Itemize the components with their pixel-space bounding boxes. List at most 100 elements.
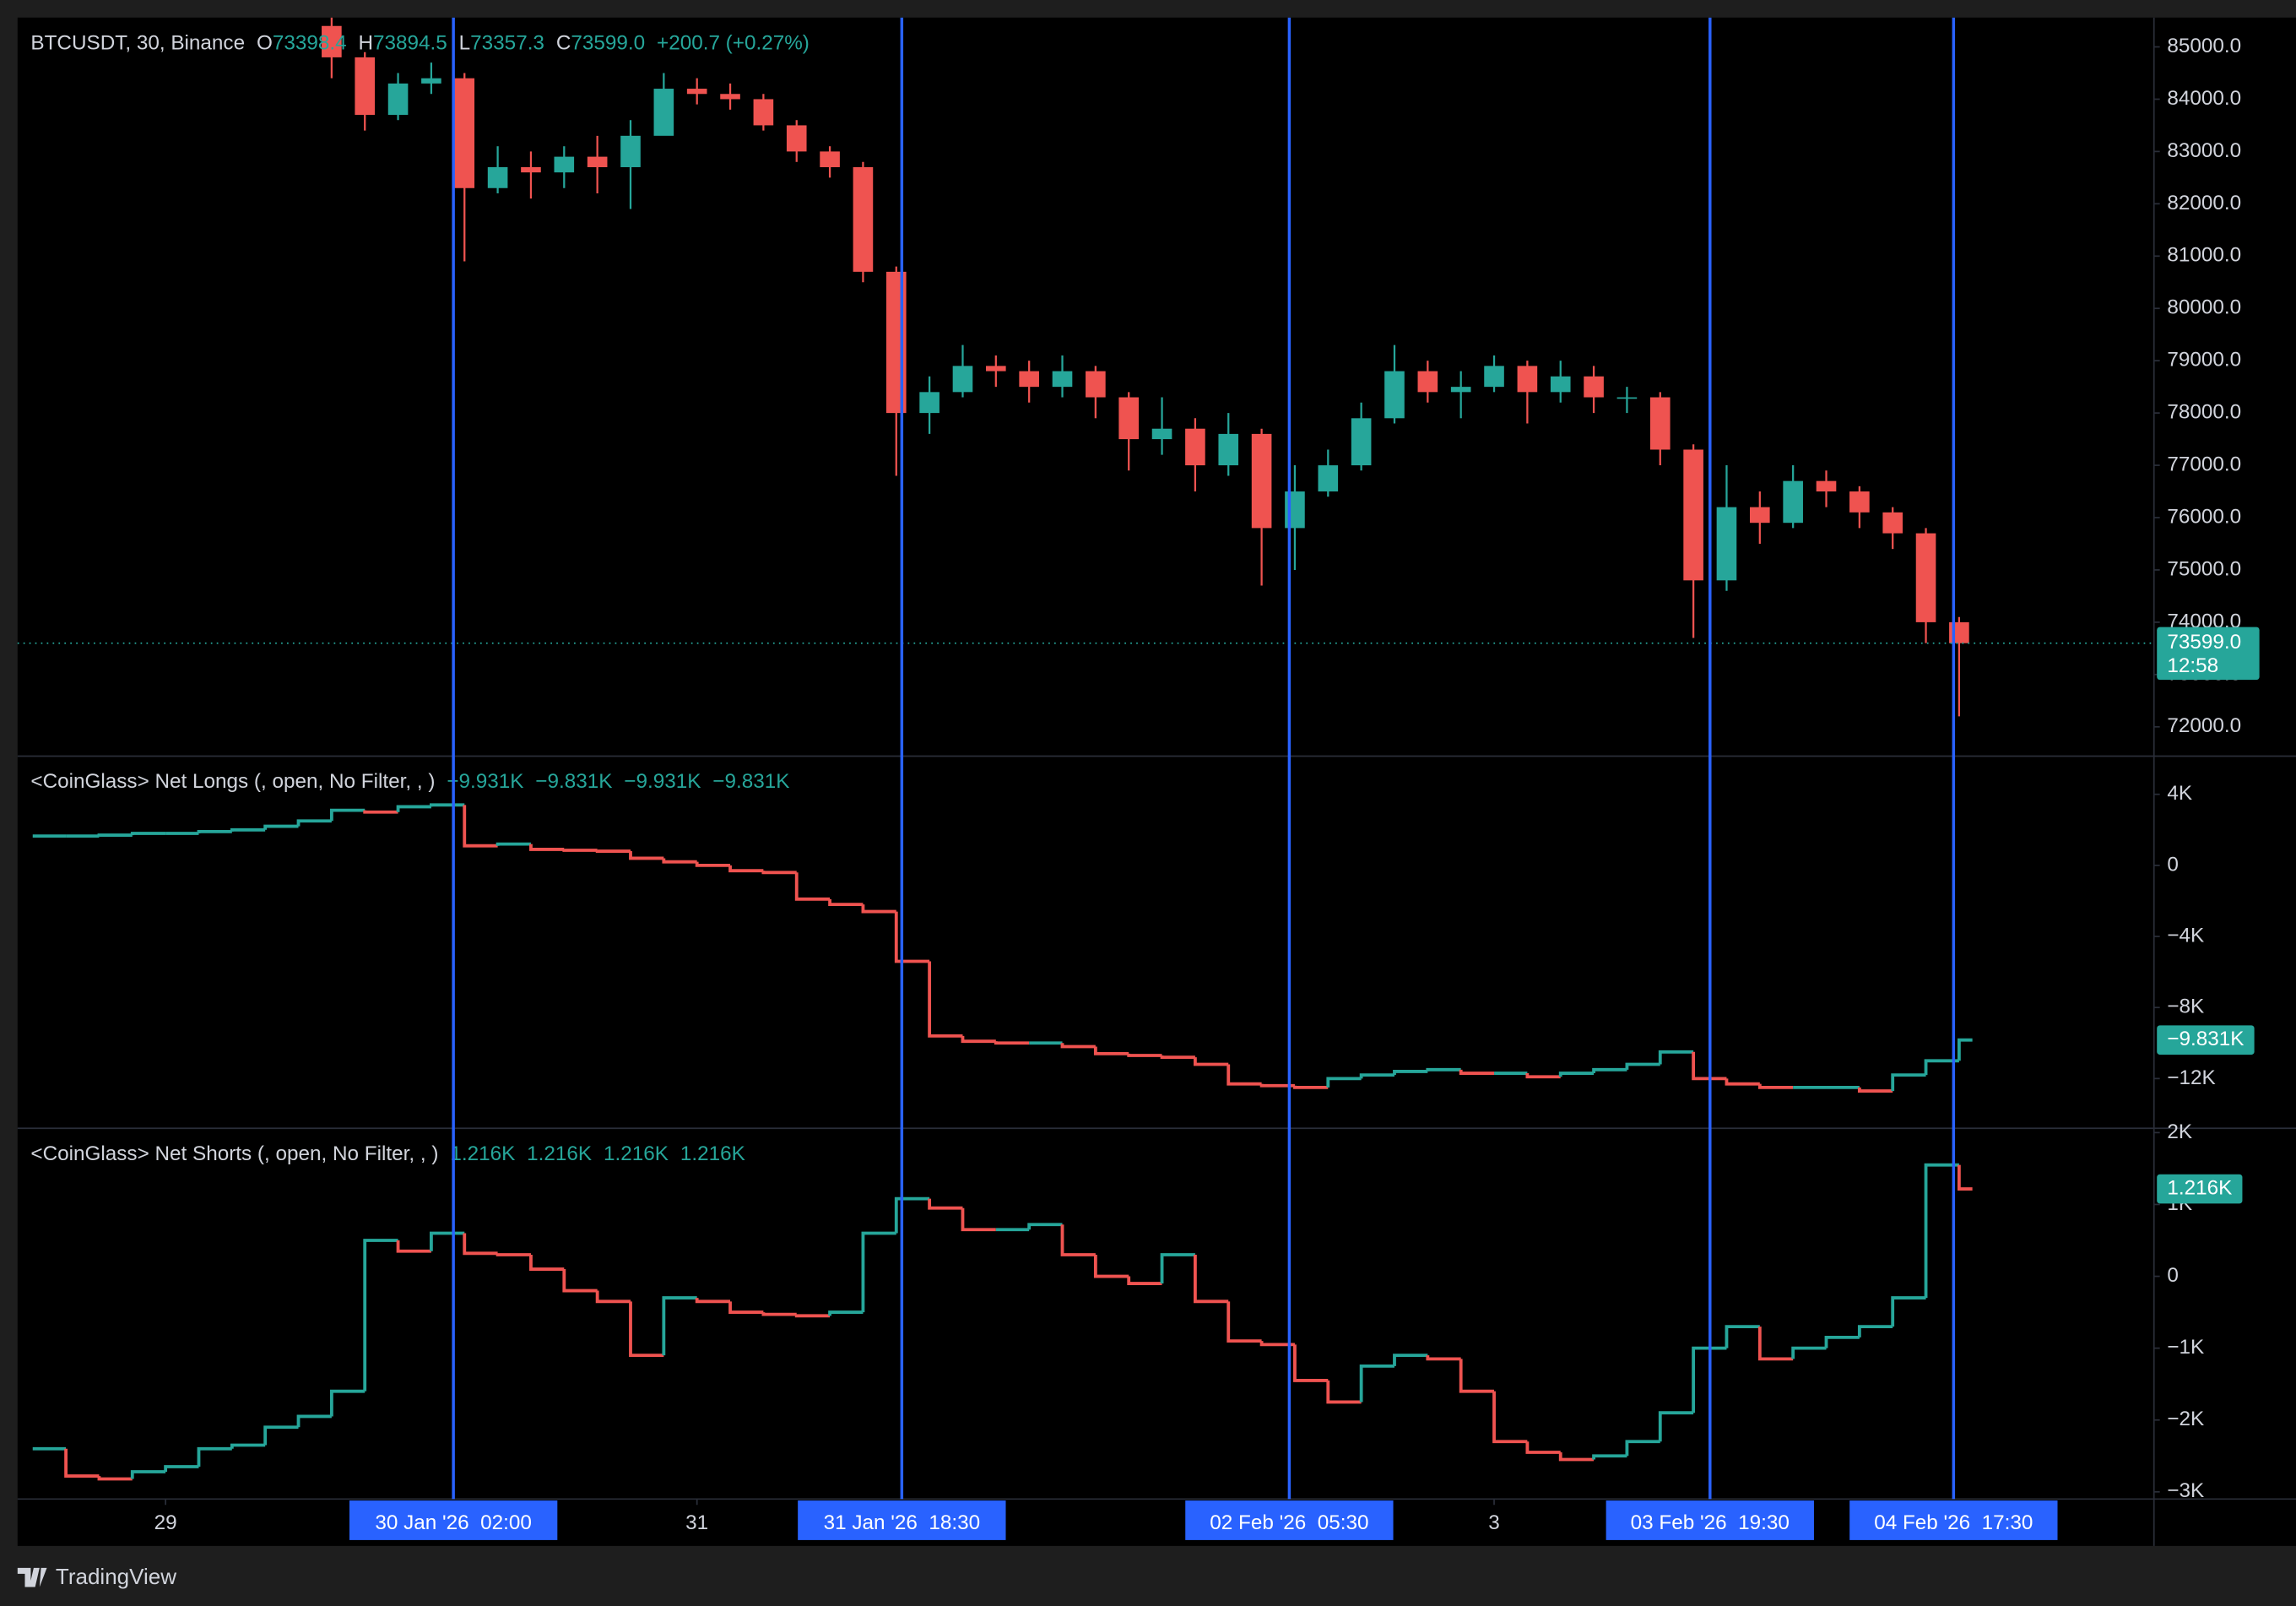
step-segment (1857, 1325, 1893, 1337)
last-value-label: −9.831K (2167, 1028, 2244, 1050)
step-segment (97, 1476, 133, 1481)
step-segment (828, 1310, 864, 1316)
step-segment (1093, 1046, 1129, 1055)
step-segment (197, 829, 232, 833)
legend-text: <CoinGlass> Net Longs (, open, No Filter… (30, 770, 435, 793)
candle-body (786, 125, 807, 152)
step-segment (230, 827, 266, 832)
step-segment (1459, 1069, 1495, 1075)
step-segment (629, 1301, 664, 1358)
footer-brand: TradingView (56, 1564, 176, 1589)
step-segment (1924, 1059, 1959, 1076)
step-segment (894, 911, 930, 963)
candle-body (1086, 371, 1106, 398)
y-tick-label: −4K (2167, 924, 2204, 947)
countdown-label: 12:58 (2167, 654, 2218, 677)
y-tick-label: 4K (2167, 782, 2192, 805)
candle-body (322, 25, 342, 57)
legend-text: 1.216K (450, 1142, 515, 1165)
candle-body (1151, 428, 1172, 440)
candle-body (1218, 433, 1239, 466)
candle-body (1251, 433, 1272, 529)
candle-body (587, 156, 608, 167)
candle-body (454, 78, 475, 188)
step-segment (1459, 1359, 1495, 1393)
legend-text: C (556, 31, 571, 54)
step-segment (396, 805, 431, 812)
candle-body (1783, 480, 1803, 524)
step-segment (164, 1465, 199, 1472)
y-tick-label: 82000.0 (2167, 192, 2241, 214)
y-tick-label: 75000.0 (2167, 557, 2241, 580)
step-segment (1127, 1276, 1162, 1285)
step-segment (1127, 1053, 1162, 1057)
candle-body (387, 83, 409, 116)
step-segment (463, 805, 498, 848)
step-segment (1160, 1253, 1195, 1284)
last-value-label: 1.216K (2167, 1176, 2232, 1199)
y-tick-label: −8K (2167, 996, 2204, 1018)
legend-text: 1.216K (680, 1142, 745, 1165)
step-segment (1359, 1364, 1394, 1403)
step-segment (1259, 1341, 1295, 1347)
step-segment (1293, 1344, 1329, 1382)
y-tick-label: 78000.0 (2167, 401, 2241, 424)
candle-body (1484, 366, 1504, 388)
pane-marks (32, 803, 1973, 1093)
step-segment (197, 1446, 232, 1468)
marker-label: 30 Jan '26 02:00 (375, 1511, 532, 1534)
candle-body (1019, 371, 1039, 388)
step-segment (263, 824, 299, 830)
step-segment (1525, 1073, 1561, 1079)
candle-body (753, 99, 774, 126)
candle-body (1849, 491, 1870, 513)
step-segment (994, 1041, 1030, 1045)
step-segment (463, 1233, 498, 1256)
x-tick-label: 31 (685, 1511, 708, 1534)
candle-body (1716, 507, 1737, 581)
step-segment (861, 904, 896, 914)
y-tick-label: 2K (2167, 1120, 2192, 1143)
step-segment (794, 872, 831, 901)
step-segment (230, 1443, 266, 1449)
step-segment (430, 803, 465, 807)
step-segment (1326, 1077, 1362, 1088)
step-segment (1891, 1073, 1926, 1092)
step-segment (1060, 1224, 1096, 1256)
candle-body (1384, 371, 1405, 419)
candle-body (853, 166, 874, 272)
step-segment (629, 851, 664, 860)
step-segment (1957, 1164, 1973, 1191)
candle-body (1417, 371, 1438, 393)
legend-text: −9.831K (535, 770, 612, 793)
step-segment (595, 1290, 631, 1304)
step-segment (695, 861, 731, 867)
step-segment (1293, 1085, 1329, 1089)
step-segment (1824, 1335, 1860, 1348)
candle-body (1584, 376, 1604, 398)
last-value-box (2157, 1025, 2255, 1055)
y-tick-label: 83000.0 (2167, 139, 2241, 162)
x-tick-label: 3 (1488, 1511, 1500, 1534)
y-tick-label: 0 (2167, 1264, 2179, 1287)
step-segment (495, 842, 531, 846)
step-segment (928, 1198, 963, 1210)
step-segment (1725, 1078, 1760, 1086)
legend-text: BTCUSDT, 30, Binance (30, 31, 245, 54)
step-segment (1426, 1067, 1461, 1072)
candle-body (554, 156, 575, 173)
step-segment (1757, 1083, 1794, 1089)
candle-body (1816, 480, 1837, 492)
step-segment (728, 865, 764, 873)
marker-label-box (1185, 1500, 1394, 1540)
candle-body (952, 366, 973, 393)
step-segment (529, 1255, 565, 1271)
legend-text: −9.831K (712, 770, 789, 793)
step-segment (1592, 1454, 1627, 1460)
step-segment (329, 808, 366, 822)
legend-text: 1.216K (527, 1142, 592, 1165)
candle-body (521, 166, 541, 173)
step-segment (495, 1253, 531, 1256)
